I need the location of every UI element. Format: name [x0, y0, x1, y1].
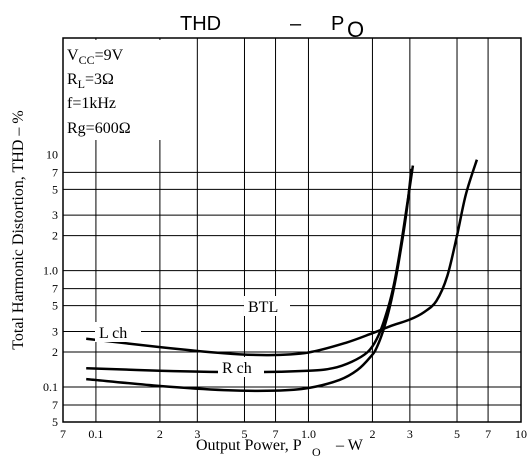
plot-frame: [62, 37, 522, 423]
y-tick-label: 7: [52, 165, 58, 179]
x-tick-label: 2: [369, 427, 375, 441]
condition-rl: RL=3Ω: [67, 71, 114, 91]
y-tick-label: 2: [52, 345, 58, 359]
y-tick-label: 3: [52, 324, 58, 338]
y-tick-label: 10: [46, 147, 58, 161]
chart-title: THD – P O: [180, 13, 364, 42]
title-dash: –: [290, 13, 302, 35]
title-sub: O: [347, 17, 364, 42]
grid: [63, 38, 521, 422]
xlabel-tail: – W: [335, 437, 364, 454]
series-label-rch: R ch: [222, 360, 252, 377]
x-tick-label: 5: [454, 427, 460, 441]
x-axis-label: Output Power, P O – W: [196, 437, 364, 459]
x-tick-label: 0.1: [88, 427, 103, 441]
y-tick-label: 5: [52, 415, 58, 429]
series-label-lch: L ch: [99, 325, 127, 342]
condition-vcc: VCC=9V: [67, 47, 124, 67]
x-tick-label: 7: [273, 427, 279, 441]
x-tick-label: 1.0: [301, 427, 316, 441]
title-p: P: [331, 13, 344, 35]
y-tick-label: 5: [52, 299, 58, 313]
series-line-btl: [86, 159, 479, 357]
x-tick-label: 2: [157, 427, 163, 441]
x-ticks: 7 0.1 2 3 5 7 1.0 2 3 5 7 10: [60, 427, 527, 441]
x-tick-label: 10: [515, 427, 527, 441]
series-line-r-ch: [86, 168, 413, 393]
series-labels: BTL L ch R ch: [95, 296, 290, 377]
x-tick-label: 7: [60, 427, 66, 441]
conditions-bg: [64, 40, 168, 140]
y-axis-label: Total Harmonic Distortion, THD – %: [10, 110, 27, 349]
condition-f: f=1kHz: [67, 95, 116, 112]
x-tick-label: 3: [407, 427, 413, 441]
y-tick-label: 3: [52, 208, 58, 222]
series-label-btl: BTL: [248, 299, 278, 316]
y-tick-label: 5: [52, 182, 58, 196]
xlabel-sub: O: [312, 445, 321, 459]
series-lines: [86, 159, 479, 393]
y-tick-label: 1.0: [43, 264, 58, 278]
x-tick-label: 3: [194, 427, 200, 441]
title-main: THD: [180, 13, 221, 35]
y-tick-label: 7: [52, 282, 58, 296]
condition-rg: Rg=600Ω: [67, 120, 131, 137]
x-tick-label: 5: [241, 427, 247, 441]
y-ticks: 5 7 0.1 2 3 5 7 1.0 2 3 5 7 10: [43, 147, 58, 429]
conditions-box: VCC=9V RL=3Ω f=1kHz Rg=600Ω: [67, 47, 131, 137]
x-tick-label: 7: [485, 427, 491, 441]
y-tick-label: 7: [52, 398, 58, 412]
y-tick-label: 2: [52, 229, 58, 243]
y-tick-label: 0.1: [43, 380, 58, 394]
xlabel-main: Output Power, P: [196, 437, 302, 454]
